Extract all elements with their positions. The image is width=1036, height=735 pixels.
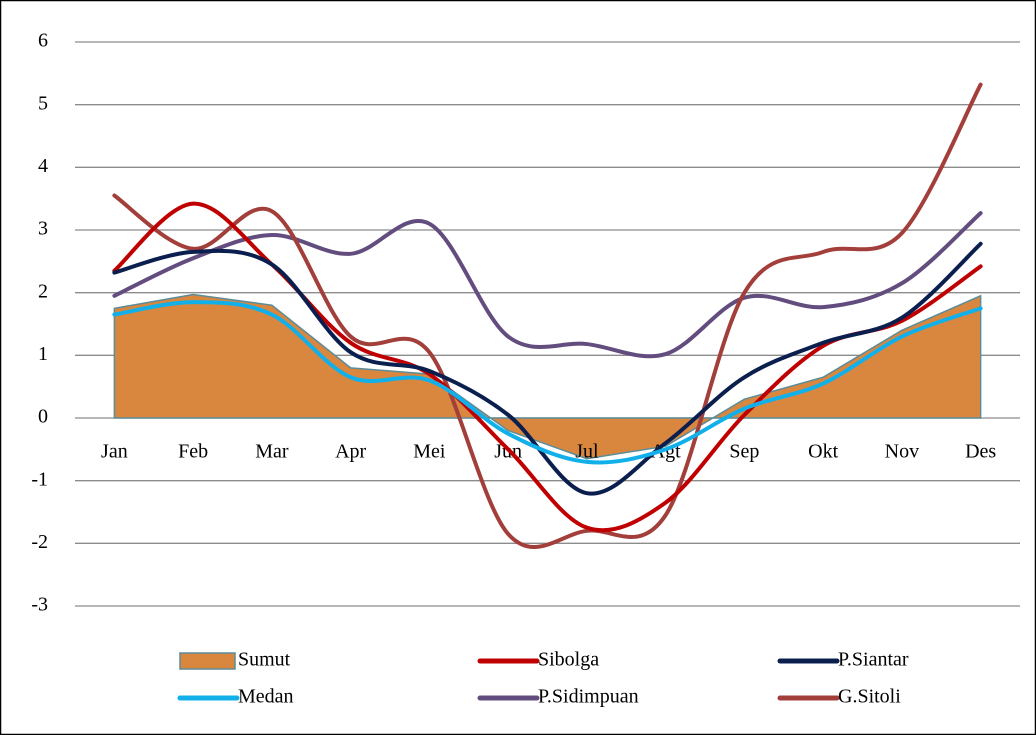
y-tick-label: 6 — [38, 30, 48, 52]
x-tick-label: Mar — [255, 441, 289, 463]
x-tick-label: Des — [965, 441, 996, 463]
x-tick-label: Feb — [178, 441, 208, 463]
x-tick-label: Apr — [335, 441, 366, 463]
y-tick-label: -1 — [31, 468, 48, 490]
y-tick-label: 3 — [38, 218, 48, 240]
y-tick-label: 0 — [38, 406, 48, 428]
line — [112, 82, 983, 549]
line — [112, 201, 983, 533]
legend-label: P.Sidimpuan — [538, 686, 639, 708]
x-tick-label: Sep — [729, 441, 759, 463]
y-tick-label: 4 — [38, 155, 48, 177]
y-tick-label: 1 — [38, 343, 48, 365]
line — [112, 241, 983, 496]
y-tick-label: -3 — [31, 594, 48, 616]
y-tick-label: 5 — [38, 92, 48, 114]
x-tick-label: Jul — [575, 441, 599, 463]
line — [112, 300, 983, 465]
legend-label: G.Sitoli — [838, 686, 901, 708]
legend-label: Medan — [238, 686, 294, 708]
x-tick-label: Okt — [808, 441, 838, 463]
x-tick-label: Mei — [413, 441, 446, 463]
y-tick-label: 2 — [38, 280, 48, 302]
legend-swatch — [179, 652, 236, 670]
x-tick-label: Nov — [885, 441, 919, 463]
legend-label: P.Siantar — [838, 649, 909, 671]
legend-label: Sumut — [238, 649, 291, 671]
y-tick-label: -2 — [31, 531, 48, 553]
line — [112, 211, 983, 359]
area — [113, 293, 982, 460]
legend-label: Sibolga — [538, 649, 599, 671]
x-tick-label: Jan — [101, 441, 128, 463]
